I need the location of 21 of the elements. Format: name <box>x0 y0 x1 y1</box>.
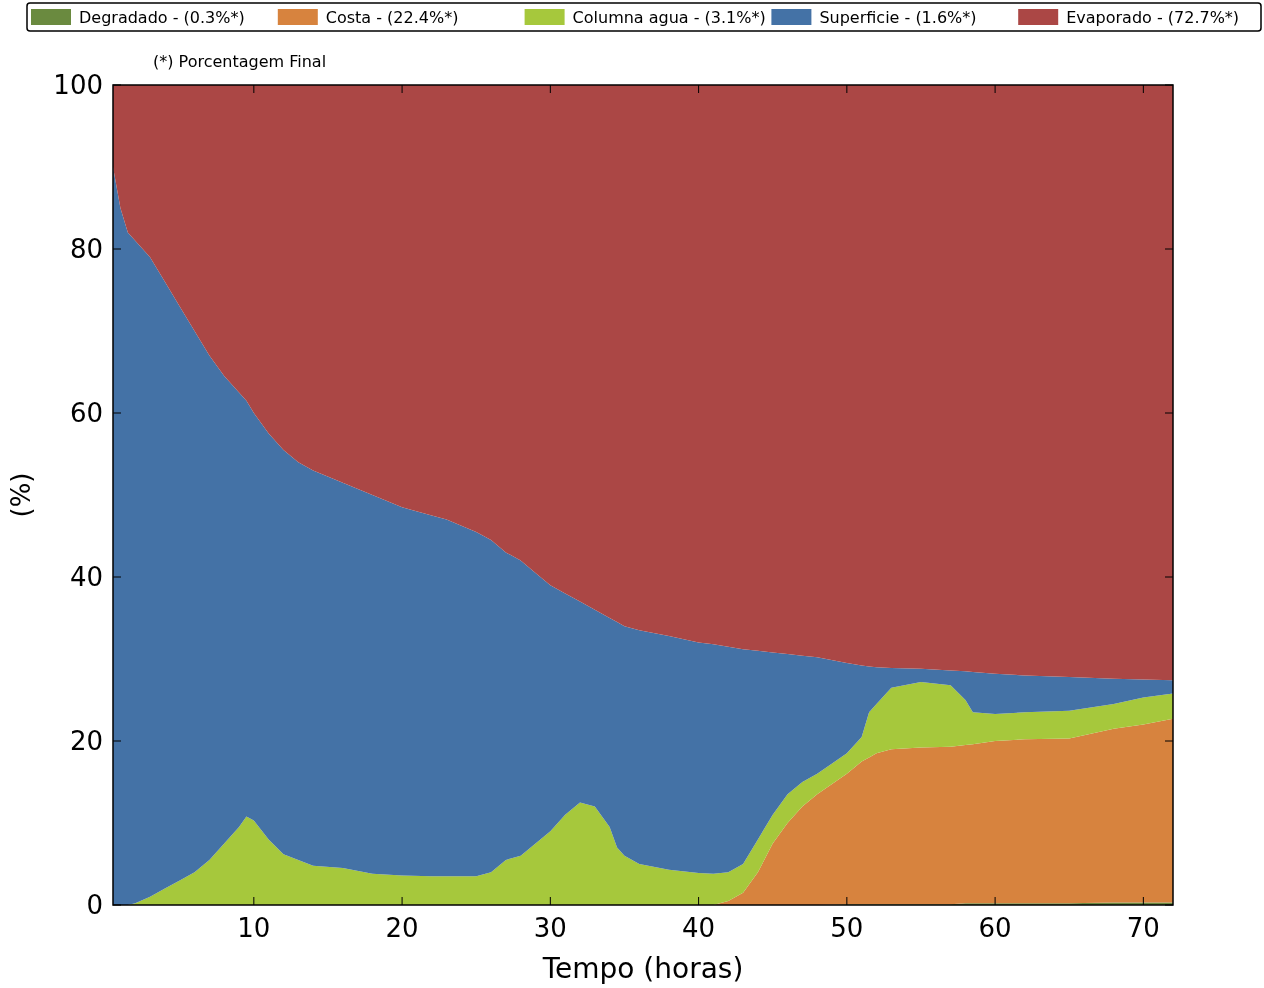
legend-label: Costa - (22.4%*) <box>325 8 459 27</box>
legend-label: Evaporado - (72.7%*) <box>1066 8 1240 27</box>
x-tick-label: 10 <box>237 913 271 943</box>
y-axis-title: (%) <box>6 472 36 518</box>
y-tick-label: 60 <box>69 398 103 429</box>
y-tick-label: 0 <box>86 890 103 921</box>
legend-label: Superficie - (1.6%*) <box>819 8 977 27</box>
x-tick-label: 70 <box>1126 913 1160 943</box>
x-tick-label: 20 <box>385 913 419 943</box>
x-tick-label: 50 <box>830 913 864 943</box>
x-tick-label: 40 <box>682 913 716 943</box>
x-axis-title: Tempo (horas) <box>541 952 744 985</box>
x-tick-label: 60 <box>978 913 1012 943</box>
legend-label: Columna agua - (3.1%*) <box>572 8 766 27</box>
legend-label: Degradado - (0.3%*) <box>79 8 245 27</box>
text: (*) Porcentagem Final <box>153 52 327 71</box>
y-tick-label: 80 <box>69 234 103 265</box>
x-tick-label: 30 <box>533 913 567 943</box>
y-tick-label: 100 <box>53 70 103 101</box>
y-tick-label: 40 <box>69 562 103 593</box>
y-tick-label: 20 <box>69 726 103 757</box>
